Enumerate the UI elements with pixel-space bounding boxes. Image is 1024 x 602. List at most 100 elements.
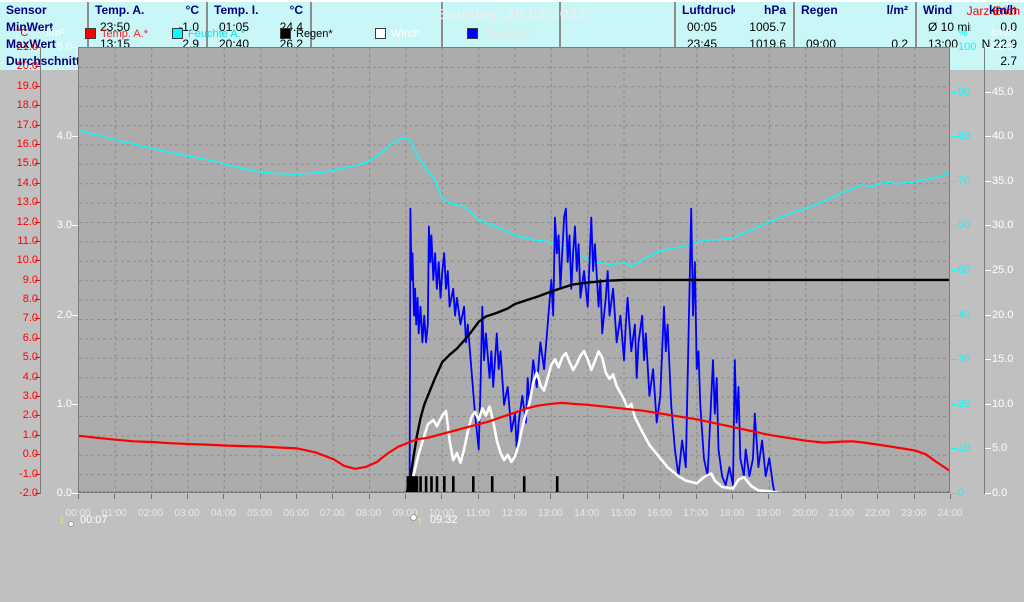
left-temp-axis-label: -2.0: [19, 487, 38, 499]
x-axis-label: 01:00: [101, 508, 127, 519]
legend-item-regen: Regen*: [280, 28, 333, 40]
left-rain-axis-tick: [72, 314, 78, 316]
left-temp-axis-label: 14.0: [16, 176, 38, 189]
legend-item-feuchtea: Feuchte A.*: [172, 28, 245, 40]
left-temp-axis-tick: [35, 260, 41, 262]
table-group-unit: l/m²: [886, 3, 908, 17]
series-tempa: [79, 401, 949, 472]
right-hum-axis-tick: [951, 314, 957, 316]
legend-label: Wind*: [391, 28, 421, 40]
left-axis-unit-rain: l/m²: [46, 27, 65, 39]
legend-swatch-icon: [85, 28, 96, 39]
table-cell-time: Ø 10 min.: [928, 20, 971, 34]
x-axis-label: 16:00: [646, 508, 672, 519]
right-hum-axis-tick: [951, 47, 957, 48]
right-wind-axis-label: 0.0: [992, 487, 1008, 499]
x-axis-label: 03:00: [174, 508, 200, 519]
page-title: Sonntag, 26.02.2023: [437, 6, 587, 23]
table-row: 23:50 -1.0: [89, 19, 206, 36]
right-wind-axis-label: 50.0: [992, 41, 1014, 53]
left-rain-axis-label: 2.0: [56, 308, 72, 321]
table-cell-value: 0.0: [1000, 20, 1017, 34]
table-group-unit: °C: [185, 3, 199, 17]
table-cell-value: 1005.7: [749, 20, 786, 34]
x-axis-tick: [841, 494, 842, 499]
left-temp-axis-label: 10.0: [16, 254, 38, 267]
right-hum-axis-tick: [951, 91, 957, 93]
table-group-unit: km/h: [988, 3, 1017, 17]
left-temp-axis-tick: [35, 66, 41, 68]
x-axis-label: 10:00: [428, 508, 454, 519]
x-axis-tick: [913, 494, 915, 499]
x-axis-tick: [514, 494, 515, 499]
x-axis-tick: [623, 494, 624, 499]
x-axis-label: 06:00: [283, 508, 309, 519]
left-temp-axis-tick: [35, 493, 41, 494]
x-axis-label: 14:00: [574, 508, 600, 519]
table-group-empty: [310, 2, 441, 70]
right-hum-axis-tick: [951, 136, 957, 138]
left-temp-axis-tick: [35, 105, 41, 107]
right-hum-axis-label: 0: [958, 487, 965, 499]
x-axis-tick: [659, 494, 661, 499]
right-wind-axis-tick: [985, 180, 991, 182]
moon-icon: [410, 514, 417, 521]
left-temp-axis-tick: [35, 357, 41, 359]
legend-swatch-icon: [280, 28, 291, 39]
left-temp-axis-label: 21.0: [16, 41, 38, 53]
moonrise-time: 09:32: [430, 514, 458, 526]
x-axis-label: 12:00: [501, 508, 527, 519]
right-hum-axis-tick: [951, 180, 957, 182]
table-group-empty: [559, 2, 674, 70]
right-hum-axis-label: 100: [958, 41, 977, 53]
x-axis-label: 11:00: [465, 508, 490, 519]
legend-label: Windböen: [483, 28, 533, 40]
legend-label: Regen*: [296, 28, 333, 40]
legend-item-wind: Wind*: [375, 28, 420, 40]
table-row-labels: Sensor MinWert MaxWert Durchschnitt: [0, 2, 87, 70]
table-row: Ø 10 min. 0.0: [917, 19, 1024, 36]
left-rain-axis-label: 3.0: [56, 219, 72, 232]
table-group-unit: hPa: [763, 3, 786, 17]
left-temp-axis-label: 7.0: [22, 312, 38, 325]
right-hum-axis-tick: [951, 270, 957, 271]
table-row-label: MaxWert: [6, 37, 56, 51]
x-axis-label: 00:00: [65, 508, 91, 519]
left-rain-axis-label: 4.0: [56, 130, 72, 143]
x-axis-label: 18:00: [719, 508, 745, 519]
table-row: 2.7: [917, 53, 1024, 70]
right-hum-axis-label: 30: [958, 353, 971, 366]
x-axis-tick: [732, 494, 733, 499]
x-axis-tick: [877, 494, 879, 499]
author-name: Jarz Erich: [966, 4, 1020, 18]
left-temp-axis-tick: [35, 396, 41, 398]
moonrise-marker: ↑: [410, 513, 428, 529]
left-temp-axis-label: 17.0: [16, 118, 38, 131]
series-feuchtea: [79, 129, 949, 268]
legend-swatch-icon: [172, 28, 183, 39]
right-hum-axis-label: 90: [958, 85, 971, 98]
right-hum-axis-tick: [951, 448, 957, 450]
table-group-header: Regen l/m²: [795, 2, 915, 19]
x-axis-tick: [695, 494, 697, 499]
x-axis-tick: [259, 494, 261, 499]
right-wind-axis-tick: [985, 91, 991, 93]
left-temp-axis-tick: [35, 318, 41, 320]
legend-item-windben: Windböen: [467, 28, 533, 40]
left-rain-axis-tick: [72, 136, 78, 138]
right-hum-axis-tick: [951, 403, 957, 405]
left-temp-axis-tick: [35, 163, 41, 165]
left-rain-axis-tick: [72, 47, 78, 48]
left-axis-unit-temp: °C: [16, 27, 29, 39]
table-group-unit: °C: [289, 3, 303, 17]
left-temp-axis-tick: [35, 221, 41, 223]
right-hum-axis-tick: [951, 493, 957, 494]
left-rain-axis-tick: [72, 225, 78, 227]
x-axis-tick: [586, 494, 588, 499]
left-temp-axis-label: 16.0: [16, 137, 38, 150]
left-temp-axis-label: 19.0: [16, 79, 38, 92]
right-wind-axis-tick: [985, 403, 991, 405]
right-hum-axis-label: 50: [958, 264, 971, 276]
x-axis-tick: [441, 494, 443, 499]
